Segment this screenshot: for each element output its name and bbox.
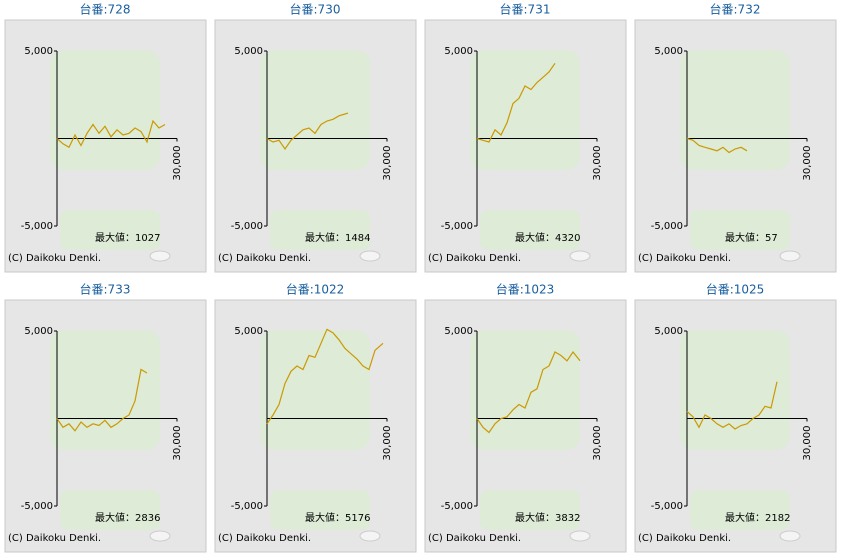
x-tick-label: 30,000 [382,426,393,461]
y-tick-label: -5,000 [441,501,473,512]
y-tick-label: -5,000 [651,221,683,232]
max-label: 最大値： [305,231,345,244]
max-value: 1027 [135,233,160,244]
max-value: 2836 [135,513,160,524]
copyright: (C) Daikoku Denki. [218,253,311,264]
bg-deco [680,50,790,170]
max-value: 2182 [765,513,790,524]
bg-deco [60,210,160,250]
max-label: 最大値： [725,231,765,244]
bg-deco [149,530,171,542]
y-tick-label: -5,000 [21,221,53,232]
y-tick-label: -5,000 [651,501,683,512]
copyright: (C) Daikoku Denki. [8,533,101,544]
x-tick-label: 30,000 [382,146,393,181]
bg-deco [690,210,790,250]
bg-deco [60,490,160,530]
bg-deco [779,530,801,542]
bg-deco [270,210,370,250]
copyright: (C) Daikoku Denki. [428,533,521,544]
chart-title: 台番:731 [500,2,551,17]
bg-deco [359,250,381,262]
max-label: 最大値： [95,231,135,244]
y-tick-label: 5,000 [654,326,683,337]
max-value: 5176 [345,513,370,524]
bg-deco [260,50,370,170]
bg-deco [260,330,370,450]
bg-deco [470,330,580,450]
y-tick-label: 5,000 [24,326,53,337]
copyright: (C) Daikoku Denki. [218,533,311,544]
bg-deco [270,490,370,530]
max-value: 57 [765,233,778,244]
max-label: 最大値： [515,511,555,524]
y-tick-label: 5,000 [444,326,473,337]
copyright: (C) Daikoku Denki. [428,253,521,264]
max-label: 最大値： [95,511,135,524]
max-value: 4320 [555,233,580,244]
data-line [476,350,581,434]
data-line [56,119,166,149]
bg-deco [470,50,580,170]
chart-title: 台番:730 [290,2,341,17]
x-tick-label: 30,000 [802,426,813,461]
bg-deco [569,530,591,542]
max-value: 1484 [345,233,370,244]
data-line [56,368,148,432]
chart-title: 台番:1023 [496,282,555,297]
bg-deco [690,490,790,530]
data-line [686,381,778,430]
y-tick-label: 5,000 [654,46,683,57]
data-line [266,328,384,425]
y-tick-label: -5,000 [21,501,53,512]
max-label: 最大値： [725,511,765,524]
x-tick-label: 30,000 [172,426,183,461]
chart-title: 台番:732 [710,2,761,17]
max-label: 最大値： [515,231,555,244]
max-label: 最大値： [305,511,345,524]
chart-title: 台番:728 [80,2,131,17]
x-tick-label: 30,000 [802,146,813,181]
bg-deco [680,330,790,450]
bg-deco [149,250,171,262]
max-value: 3832 [555,513,580,524]
copyright: (C) Daikoku Denki. [638,533,731,544]
y-tick-label: 5,000 [234,46,263,57]
bg-deco [480,210,580,250]
y-tick-label: -5,000 [231,221,263,232]
bg-deco [569,250,591,262]
bg-deco [480,490,580,530]
chart-title: 台番:1022 [286,282,345,297]
x-tick-label: 30,000 [172,146,183,181]
bg-deco [779,250,801,262]
x-tick-label: 30,000 [592,146,603,181]
bg-deco [50,330,160,450]
y-tick-label: -5,000 [231,501,263,512]
data-line [476,62,556,143]
data-line [686,137,748,154]
y-tick-label: 5,000 [444,46,473,57]
copyright: (C) Daikoku Denki. [8,253,101,264]
bg-deco [359,530,381,542]
data-line [266,112,349,151]
bg-deco [50,50,160,170]
x-tick-label: 30,000 [592,426,603,461]
chart-title: 台番:733 [80,282,131,297]
y-tick-label: 5,000 [234,326,263,337]
chart-title: 台番:1025 [706,282,765,297]
y-tick-label: 5,000 [24,46,53,57]
copyright: (C) Daikoku Denki. [638,253,731,264]
y-tick-label: -5,000 [441,221,473,232]
